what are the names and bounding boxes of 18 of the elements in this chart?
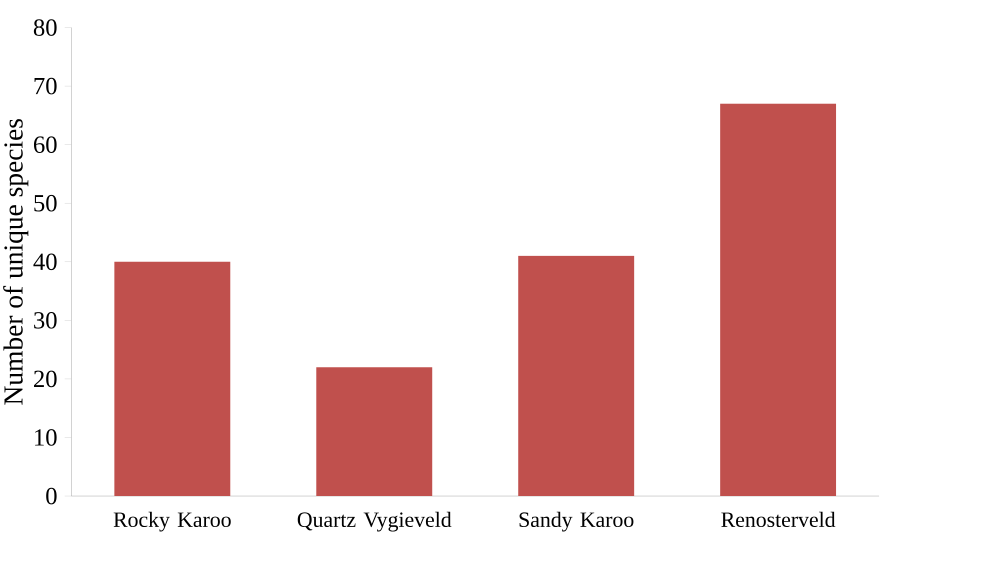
y-tick-label: 50 (34, 194, 57, 212)
x-tick-label: Quartz Vygieveld (298, 512, 452, 532)
bar (114, 262, 230, 496)
y-tick-label: 40 (33, 253, 57, 270)
y-tick-label: 10 (35, 429, 57, 446)
y-tick-label: 80 (34, 19, 57, 36)
y-axis-title: Number of unique species (3, 118, 28, 405)
y-tick-label: 70 (34, 78, 57, 94)
y-tick-label: 30 (34, 312, 57, 329)
bar (518, 256, 634, 496)
x-tick-label: Sandy Karoo (520, 512, 634, 532)
y-tick-label: 60 (34, 136, 57, 153)
bar (316, 367, 432, 496)
y-tick-label: 20 (34, 370, 57, 388)
x-tick-label: Renosterveld (721, 512, 836, 527)
bar (720, 104, 836, 496)
x-tick-label: Rocky Karoo (114, 512, 231, 532)
y-tick-label: 0 (46, 488, 57, 504)
